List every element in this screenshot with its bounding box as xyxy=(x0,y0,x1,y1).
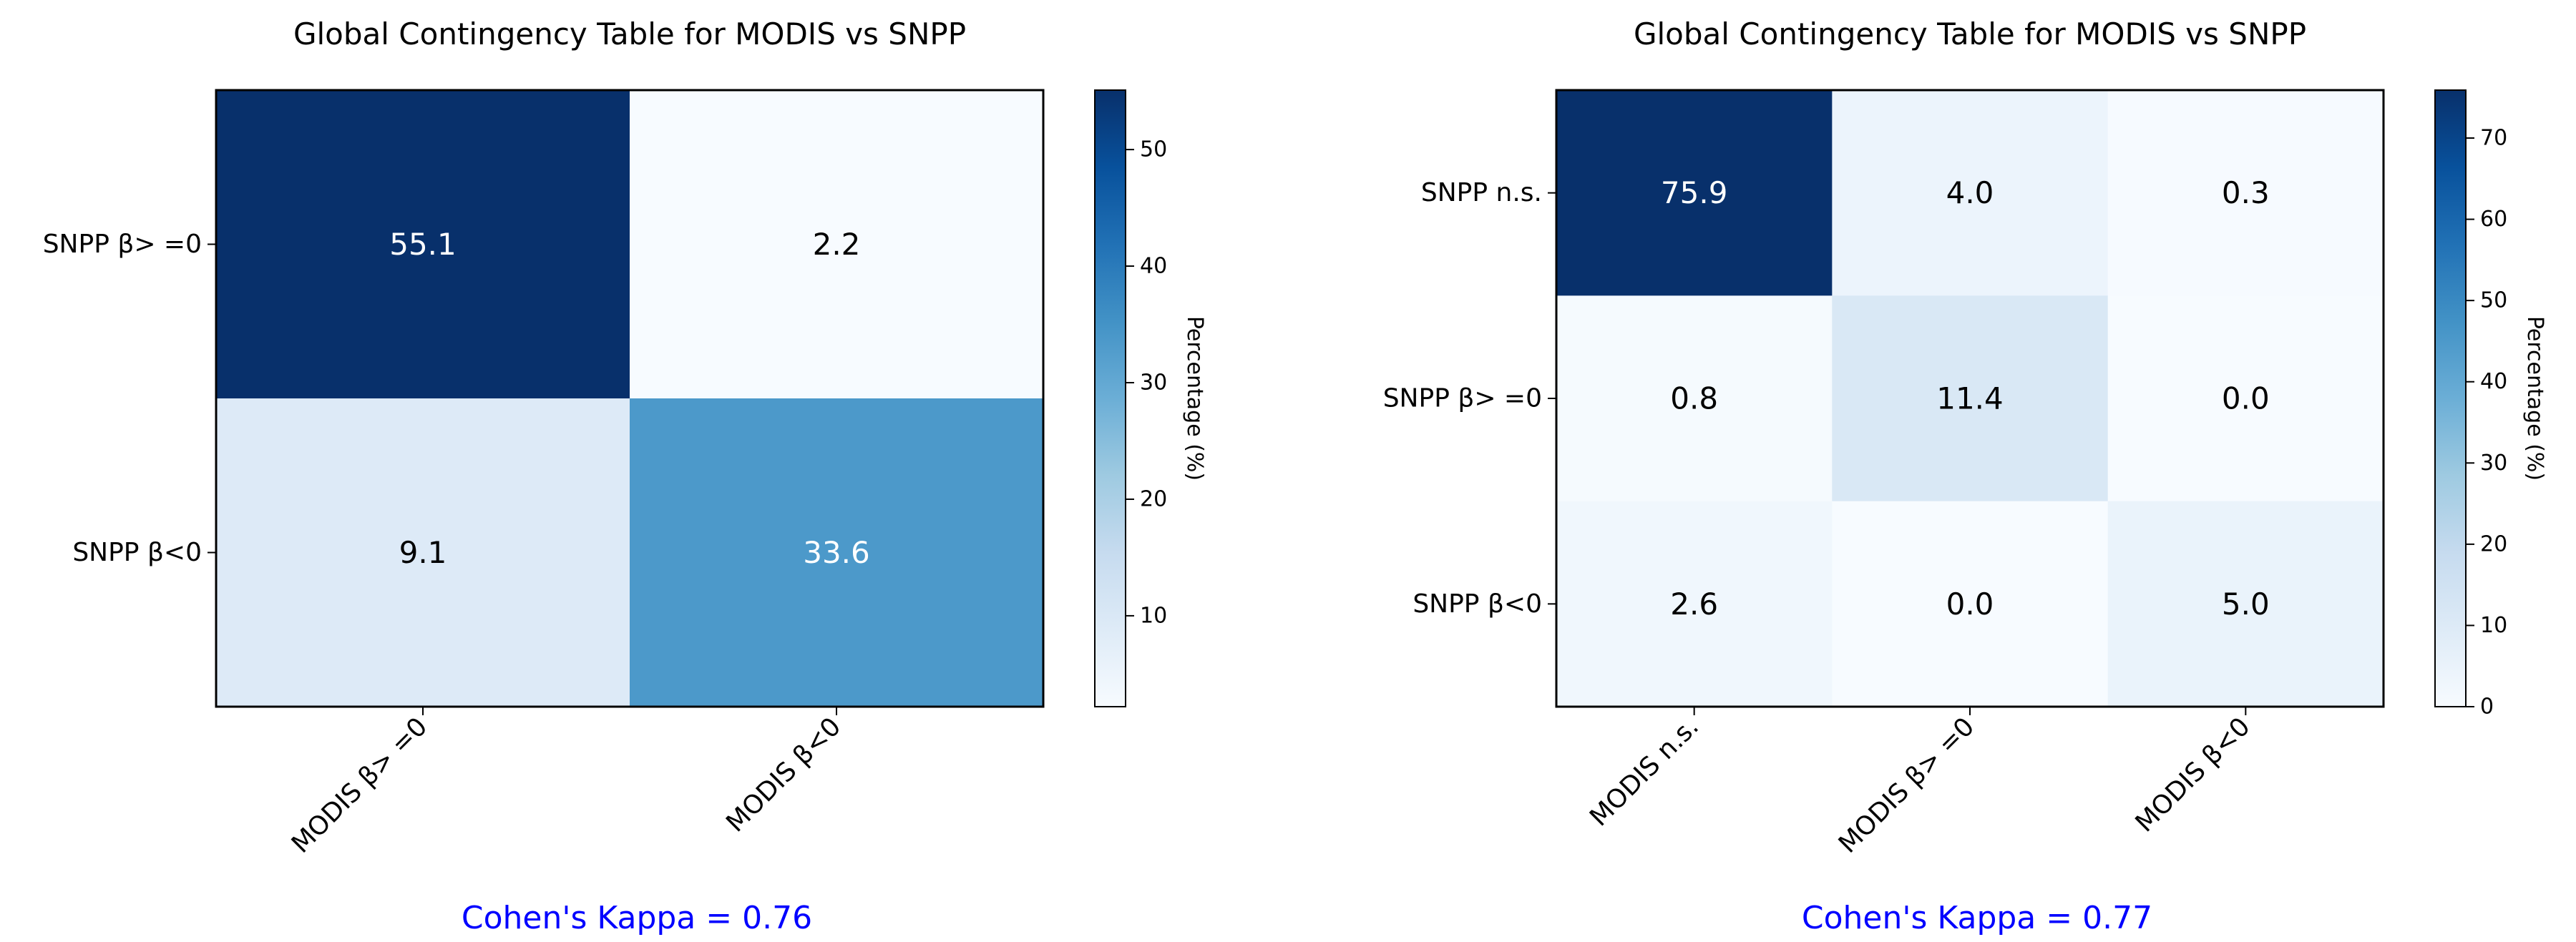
heatmap-cell xyxy=(1556,295,1833,502)
colorbar-tick-label: 60 xyxy=(2480,207,2507,232)
colorbar-tick-label: 0 xyxy=(2480,695,2494,720)
colorbar-tick-label: 10 xyxy=(2480,613,2507,638)
y-tick-label: SNPP β<0 xyxy=(1413,589,1542,619)
cell-value-label: 5.0 xyxy=(2222,587,2270,622)
colorbar-tick-label: 20 xyxy=(1140,486,1167,511)
heatmap-cell xyxy=(1832,90,2109,296)
y-tick-label: SNPP β<0 xyxy=(72,538,202,567)
colorbar-gradient xyxy=(2434,89,2467,707)
colorbar-tick-label: 50 xyxy=(1140,137,1167,162)
x-tick-label: MODIS n.s. xyxy=(1584,712,1704,832)
colorbar-tick-label: 10 xyxy=(1140,603,1167,628)
heatmap-cells: 75.9 4.0 0.3 0.8 11.4 0.0 2.6 0.0 5.0 xyxy=(1556,90,2384,707)
colorbar-tick-label: 20 xyxy=(2480,531,2507,556)
x-tick-label: MODIS β> =0 xyxy=(1833,712,1981,859)
y-tick-labels: SNPP n.s. SNPP β> =0 SNPP β<0 xyxy=(1383,178,1556,619)
cell-value-label: 0.8 xyxy=(1670,381,1718,416)
colorbar-tick-label: 50 xyxy=(2480,288,2507,313)
y-tick-label: SNPP β> =0 xyxy=(1383,384,1542,413)
colorbar-ticks: 10 20 30 40 50 xyxy=(1126,137,1167,628)
heatmap-cell xyxy=(1832,295,2109,502)
cell-value-label: 2.6 xyxy=(1670,587,1718,622)
y-tick-label: SNPP n.s. xyxy=(1421,178,1542,207)
cell-value-label: 2.2 xyxy=(813,227,861,262)
plot-frame xyxy=(215,89,1045,708)
heatmap-cells: 55.1 2.2 9.1 33.6 xyxy=(216,90,1044,707)
colorbar-tick-label: 40 xyxy=(1140,254,1167,279)
cell-value-label: 33.6 xyxy=(803,535,870,570)
y-tick-labels: SNPP β> =0 SNPP β<0 xyxy=(43,230,216,567)
x-tick-label: MODIS β> =0 xyxy=(286,712,434,859)
colorbar-label: Percentage (%) xyxy=(1182,316,1207,481)
cell-value-label: 75.9 xyxy=(1661,175,1728,210)
heatmap-cell xyxy=(1556,501,1833,707)
heatmap-cell xyxy=(630,398,1044,707)
heatmap-cell xyxy=(2107,295,2384,502)
colorbar: 0 10 20 30 40 50 60 70 Percentage (%) xyxy=(2434,89,2547,720)
heatmap-cell xyxy=(1556,90,1833,296)
cell-value-label: 0.0 xyxy=(1946,587,1994,622)
cell-value-label: 4.0 xyxy=(1946,175,1994,210)
colorbar-label: Percentage (%) xyxy=(2522,316,2547,481)
heatmap-panel-2: Global Contingency Table for MODIS vs SN… xyxy=(1383,16,2547,936)
cell-value-label: 0.0 xyxy=(2222,381,2270,416)
heatmap-cell xyxy=(216,398,630,707)
cell-value-label: 11.4 xyxy=(1936,381,2004,416)
colorbar-tick-label: 40 xyxy=(2480,369,2507,394)
colorbar-tick-label: 30 xyxy=(1140,371,1167,396)
heatmap-panel-1: Global Contingency Table for MODIS vs SN… xyxy=(43,16,1207,936)
heatmap-cell xyxy=(216,90,630,399)
colorbar-gradient xyxy=(1094,89,1126,707)
kappa-annotation: Cohen's Kappa = 0.76 xyxy=(462,900,812,936)
x-tick-labels: MODIS β> =0 MODIS β<0 xyxy=(286,707,847,859)
heatmap-cell xyxy=(1832,501,2109,707)
chart-title: Global Contingency Table for MODIS vs SN… xyxy=(1634,16,2306,51)
x-tick-labels: MODIS n.s. MODIS β> =0 MODIS β<0 xyxy=(1584,707,2256,859)
cell-value-label: 55.1 xyxy=(389,227,457,262)
colorbar-tick-label: 30 xyxy=(2480,451,2507,476)
kappa-annotation: Cohen's Kappa = 0.77 xyxy=(1802,900,2152,936)
cell-value-label: 0.3 xyxy=(2222,175,2270,210)
y-tick-label: SNPP β> =0 xyxy=(43,230,202,259)
heatmap-cell xyxy=(2107,501,2384,707)
cell-value-label: 9.1 xyxy=(399,535,447,570)
colorbar-tick-label: 70 xyxy=(2480,126,2507,151)
x-tick-label: MODIS β<0 xyxy=(2130,712,2256,838)
chart-title: Global Contingency Table for MODIS vs SN… xyxy=(293,16,966,51)
x-tick-label: MODIS β<0 xyxy=(721,712,847,838)
colorbar-ticks: 0 10 20 30 40 50 60 70 xyxy=(2466,126,2507,720)
heatmap-cell xyxy=(2107,90,2384,296)
colorbar: 10 20 30 40 50 Percentage (%) xyxy=(1094,89,1207,707)
heatmap-cell xyxy=(630,90,1044,399)
